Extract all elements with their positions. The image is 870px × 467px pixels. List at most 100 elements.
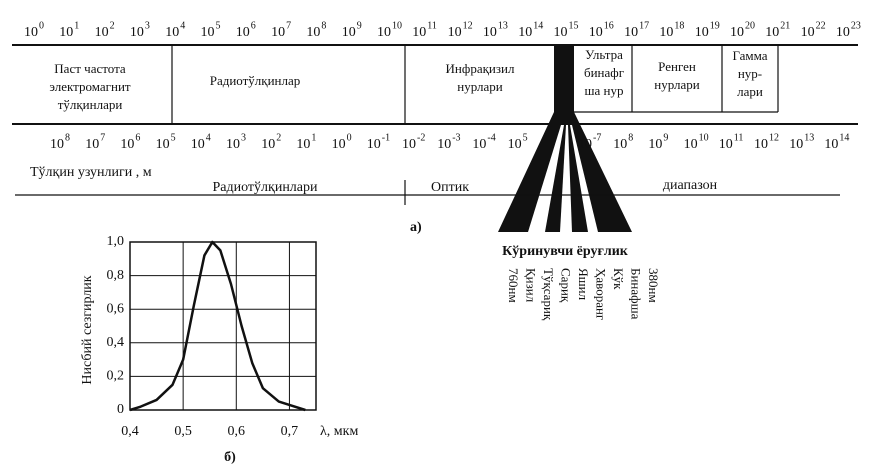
power-label: 104: [191, 132, 211, 152]
color-label: Кўк: [611, 268, 626, 290]
color-label: 380нм: [646, 268, 661, 303]
power-label: 1012: [448, 20, 473, 40]
power-base: 10: [296, 137, 310, 152]
power-base: 10: [130, 25, 144, 40]
power-exponent: 19: [710, 20, 720, 31]
power-exponent: 12: [769, 132, 779, 143]
power-base: 10: [191, 137, 205, 152]
region-label: Паст частота: [54, 61, 126, 76]
power-label: 103: [226, 132, 246, 152]
power-base: 10: [165, 25, 179, 40]
x-tick-label: 0,7: [281, 424, 299, 439]
plot-frame: [130, 242, 316, 410]
power-exponent: 1: [74, 20, 79, 31]
power-exponent: 4: [180, 20, 185, 31]
power-exponent: 17: [639, 20, 649, 31]
y-tick-label: 0,8: [107, 268, 125, 283]
color-label: Қизил: [524, 268, 539, 303]
power-exponent: 0: [39, 20, 44, 31]
x-tick-label: 0,5: [174, 424, 192, 439]
power-exponent: 10: [392, 20, 402, 31]
power-exponent: 5: [216, 20, 221, 31]
region-label: нур-: [738, 66, 762, 81]
power-base: 10: [836, 25, 850, 40]
power-exponent: 0: [347, 132, 352, 143]
power-base: 10: [730, 25, 744, 40]
power-exponent: -4: [487, 132, 495, 143]
power-base: 10: [261, 137, 275, 152]
power-base: 10: [518, 25, 532, 40]
power-label: 1013: [789, 132, 814, 152]
region-label: Инфрақизил: [446, 61, 515, 76]
wavelength-label: Тўлқин узунлиги , м: [30, 165, 152, 180]
region-label: ша нур: [585, 83, 624, 98]
power-base: 10: [377, 25, 391, 40]
power-label: 102: [95, 20, 115, 40]
power-exponent: 7: [286, 20, 291, 31]
power-exponent: 20: [745, 20, 755, 31]
power-label: 106: [236, 20, 256, 40]
x-tick-label: 0,6: [228, 424, 246, 439]
power-base: 10: [342, 25, 356, 40]
power-label: 10-3: [437, 132, 460, 152]
power-label: 1015: [554, 20, 579, 40]
power-exponent: 5: [171, 132, 176, 143]
y-tick-label: 0,2: [107, 369, 125, 384]
power-exponent: 3: [145, 20, 150, 31]
region-label: Ренген: [658, 59, 696, 74]
power-label: 1011: [719, 132, 744, 152]
y-tick-label: 0,6: [107, 301, 125, 316]
power-base: 10: [613, 137, 627, 152]
y-tick-label: 1,0: [107, 234, 125, 249]
power-exponent: 8: [65, 132, 70, 143]
power-base: 10: [472, 137, 486, 152]
power-label: 1010: [684, 132, 709, 152]
visible-title: Кўринувчи ёруғлик: [502, 244, 629, 259]
power-base: 10: [589, 25, 603, 40]
figure: Тўлқин узунлиги , м Радиотўлқинлари Опти…: [0, 0, 870, 467]
power-label: 106: [120, 132, 140, 152]
color-label: 760нм: [506, 268, 521, 303]
power-label: 107: [85, 132, 105, 152]
power-base: 10: [789, 137, 803, 152]
power-base: 10: [684, 137, 698, 152]
color-label: Ҳаворанг: [594, 268, 609, 320]
power-exponent: 9: [663, 132, 668, 143]
sensitivity-curve: [130, 242, 305, 410]
region-label: лари: [737, 84, 763, 99]
power-base: 10: [24, 25, 38, 40]
power-base: 10: [437, 137, 451, 152]
power-base: 10: [719, 137, 733, 152]
power-base: 10: [402, 137, 416, 152]
power-base: 10: [306, 25, 320, 40]
power-label: 10-2: [402, 132, 425, 152]
x-tick-label: 0,4: [121, 424, 139, 439]
y-tick-label: 0: [117, 402, 124, 417]
power-base: 10: [120, 137, 134, 152]
power-base: 10: [659, 25, 673, 40]
power-exponent: -3: [452, 132, 460, 143]
power-label: 1021: [765, 20, 790, 40]
power-base: 10: [226, 137, 240, 152]
power-base: 10: [483, 25, 497, 40]
power-exponent: 9: [357, 20, 362, 31]
power-base: 10: [448, 25, 462, 40]
power-label: 10-4: [472, 132, 495, 152]
power-exponent: -1: [382, 132, 390, 143]
power-exponent: 8: [321, 20, 326, 31]
